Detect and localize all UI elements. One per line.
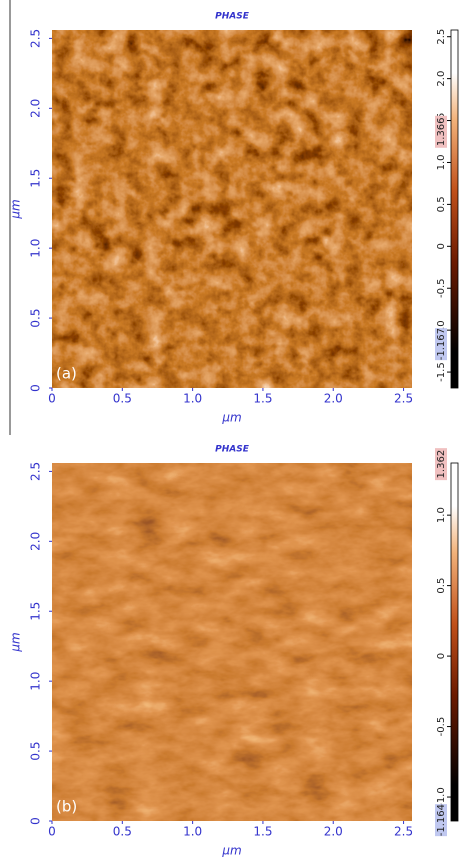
y-tick-label: 1.5: [29, 602, 43, 621]
range-marker-box: [435, 804, 447, 837]
x-tick-label: 0.5: [113, 392, 132, 406]
colorbar-tick-label: 0.5: [436, 196, 447, 212]
colorbar-tick-label: 0: [436, 653, 447, 659]
x-axis-label: μm: [221, 844, 241, 858]
colorbar-tick-label: 0.5: [436, 578, 447, 594]
range-marker-label: -1.167: [436, 328, 447, 360]
y-tick-label: 2.5: [29, 29, 43, 48]
x-tick-label: 1.5: [253, 825, 272, 839]
range-marker-label: 1.366: [436, 117, 447, 146]
colorbar-tick-label: -0.5: [436, 278, 447, 298]
x-axis-label: μm: [221, 411, 241, 425]
y-tick-label: 2.0: [29, 532, 43, 551]
y-tick-label: 1.0: [29, 672, 43, 691]
x-tick-label: 2.0: [324, 392, 343, 406]
range-marker-box: [435, 115, 447, 148]
x-tick-label: 1.5: [253, 392, 272, 406]
colorbar-tick-label: 1.0: [436, 155, 447, 171]
range-marker-box: [435, 448, 447, 481]
x-tick-label: 2.0: [324, 825, 343, 839]
range-marker-label: 1.362: [436, 450, 447, 479]
x-tick-label: 1.0: [183, 825, 202, 839]
y-tick-label: 0.5: [29, 742, 43, 761]
chart-title: PHASE: [215, 445, 250, 455]
phase-image: [52, 463, 412, 821]
y-axis-label: μm: [9, 199, 23, 219]
chart-title: PHASE: [215, 12, 250, 22]
y-tick-label: 2.0: [29, 99, 43, 118]
panel-label: (b): [56, 798, 77, 816]
y-tick-label: 1.5: [29, 169, 43, 188]
phase-image: [52, 30, 412, 388]
x-tick-label: 0: [48, 392, 56, 406]
colorbar-tick-label: -0.5: [436, 717, 447, 737]
panel-label: (a): [56, 365, 77, 383]
colorbar-tick-label: 0: [436, 243, 447, 249]
colorbar-tick-label: 1.0: [436, 507, 447, 523]
colorbar: [450, 462, 459, 822]
colorbar-tick-label: 2.5: [436, 29, 447, 45]
x-tick-label: 0.5: [113, 825, 132, 839]
x-tick-label: 2.5: [394, 825, 413, 839]
x-tick-label: 1.0: [183, 392, 202, 406]
range-marker-label: -1.164: [436, 804, 447, 836]
colorbar-tick-label: -1.5: [436, 362, 447, 382]
y-tick-label: 0.5: [29, 309, 43, 328]
y-tick-label: 2.5: [29, 462, 43, 481]
colorbar-tick-label: 2.0: [436, 71, 447, 87]
y-axis-label: μm: [9, 632, 23, 652]
x-tick-label: 0: [48, 825, 56, 839]
y-tick-label: 0: [29, 384, 43, 392]
colorbar: [450, 29, 459, 389]
y-tick-label: 1.0: [29, 239, 43, 258]
x-tick-label: 2.5: [394, 392, 413, 406]
y-tick-label: 0: [29, 817, 43, 825]
range-marker-box: [435, 328, 447, 361]
colorbar-tick-label: -1.0: [436, 787, 447, 807]
